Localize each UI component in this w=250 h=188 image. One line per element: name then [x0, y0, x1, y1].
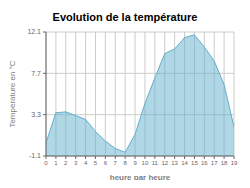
svg-text:3: 3 — [74, 160, 78, 166]
svg-text:4: 4 — [84, 160, 88, 166]
svg-text:9: 9 — [133, 160, 137, 166]
svg-text:8: 8 — [123, 160, 127, 166]
svg-text:17: 17 — [211, 160, 218, 166]
svg-text:5: 5 — [94, 160, 98, 166]
svg-text:heure par heure: heure par heure — [110, 173, 171, 180]
svg-text:14: 14 — [181, 160, 188, 166]
svg-text:11: 11 — [152, 160, 159, 166]
html-text:Evolution de la température: Evolution de la température — [52, 11, 198, 23]
svg-text:16: 16 — [201, 160, 208, 166]
svg-text:0: 0 — [44, 160, 48, 166]
svg-text:13: 13 — [171, 160, 178, 166]
svg-text:Température en °C: Température en °C — [8, 60, 17, 127]
svg-text:15: 15 — [191, 160, 198, 166]
svg-text:-1.1: -1.1 — [29, 152, 41, 159]
svg-text:1: 1 — [54, 160, 58, 166]
svg-text:12.1: 12.1 — [27, 28, 41, 35]
svg-text:3.3: 3.3 — [31, 111, 41, 118]
svg-text:7: 7 — [114, 160, 118, 166]
svg-text:18: 18 — [221, 160, 228, 166]
svg-text:6: 6 — [104, 160, 108, 166]
svg-text:12: 12 — [161, 160, 168, 166]
svg-text:10: 10 — [142, 160, 149, 166]
svg-text:7.7: 7.7 — [31, 70, 41, 77]
svg-text:2: 2 — [64, 160, 68, 166]
svg-text:19: 19 — [231, 160, 238, 166]
